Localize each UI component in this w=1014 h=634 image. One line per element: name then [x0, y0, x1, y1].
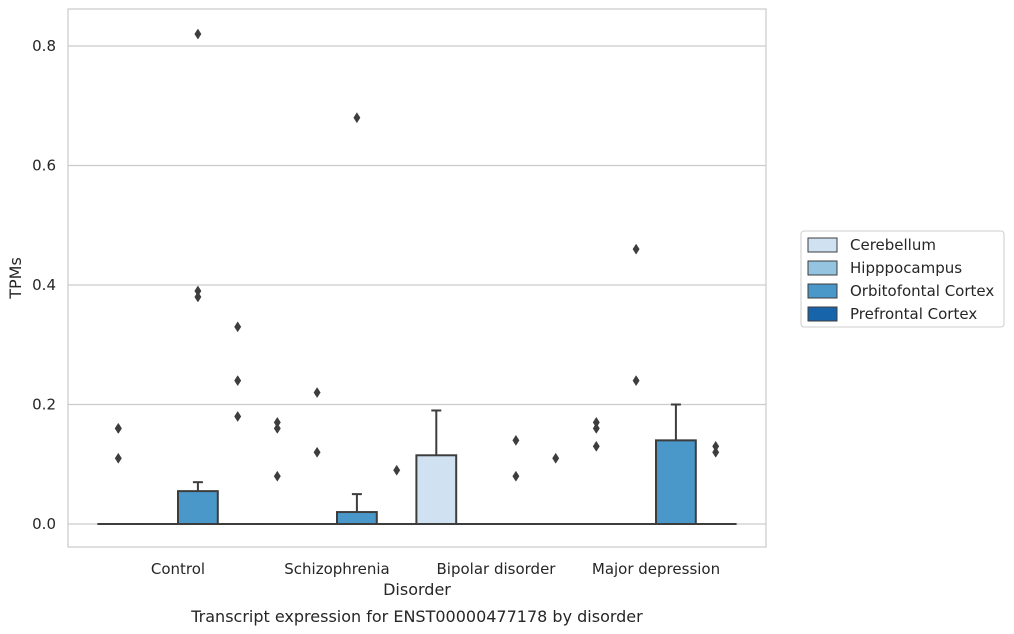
- x-tick-label: Bipolar disorder: [437, 560, 557, 578]
- x-tick-label: Control: [151, 560, 205, 578]
- box-body: [177, 490, 219, 526]
- legend-label: Cerebellum: [850, 236, 936, 254]
- box-body: [336, 511, 378, 525]
- outlier-point: [353, 112, 361, 124]
- x-axis-ticks: Control Schizophrenia Bipolar disorder Majo…: [151, 560, 720, 578]
- outlier-point: [114, 422, 122, 434]
- box-major-depression-2: [655, 403, 697, 526]
- box-control-2: [177, 481, 219, 526]
- outlier-point: [712, 446, 720, 458]
- outlier-point: [313, 387, 321, 399]
- outlier-point: [234, 321, 242, 333]
- y-tick-label: 0.0: [32, 515, 56, 533]
- outlier-points: [114, 28, 720, 482]
- legend: Cerebellum Hipppocampus Orbitofontal Corte…: [800, 230, 1005, 328]
- outlier-point: [273, 422, 281, 434]
- legend-swatch: [807, 306, 838, 322]
- outlier-point: [234, 410, 242, 422]
- outlier-point: [393, 464, 401, 476]
- y-tick-label: 0.8: [32, 37, 56, 55]
- box-schizophrenia-2: [336, 493, 378, 525]
- outlier-point: [592, 422, 600, 434]
- y-tick-label: 0.4: [32, 276, 56, 294]
- y-tick-label: 0.6: [32, 157, 56, 175]
- outlier-point: [632, 375, 640, 387]
- outlier-point: [313, 446, 321, 458]
- x-tick-label: Schizophrenia: [284, 560, 389, 578]
- legend-label: Prefrontal Cortex: [850, 305, 977, 323]
- x-tick-label: Major depression: [592, 560, 720, 578]
- y-tick-label: 0.2: [32, 396, 56, 414]
- legend-label: Orbitofontal Cortex: [850, 282, 994, 300]
- outlier-point: [194, 28, 202, 40]
- outlier-point: [552, 452, 560, 464]
- legend-swatch: [807, 283, 838, 299]
- chart-caption: Transcript expression for ENST0000047717…: [190, 607, 643, 626]
- legend-label: Hipppocampus: [850, 259, 962, 277]
- y-axis-title: TPMs: [6, 257, 25, 300]
- outlier-point: [512, 470, 520, 482]
- box-groups: [97, 403, 737, 526]
- box-body: [415, 454, 458, 526]
- legend-swatch: [807, 260, 838, 276]
- outlier-point: [234, 375, 242, 387]
- outlier-point: [592, 440, 600, 452]
- box-body: [655, 439, 697, 526]
- y-axis-ticks: 0.0 0.2 0.4 0.6 0.8: [32, 37, 56, 533]
- x-axis-title: Disorder: [383, 580, 451, 599]
- outlier-point: [194, 291, 202, 303]
- outlier-point: [114, 452, 122, 464]
- legend-swatch: [807, 237, 838, 253]
- outlier-point: [632, 243, 640, 255]
- outlier-point: [512, 434, 520, 446]
- box-bipolar-disorder-0: [415, 409, 458, 526]
- outlier-point: [273, 470, 281, 482]
- legend-frame: [800, 230, 1005, 328]
